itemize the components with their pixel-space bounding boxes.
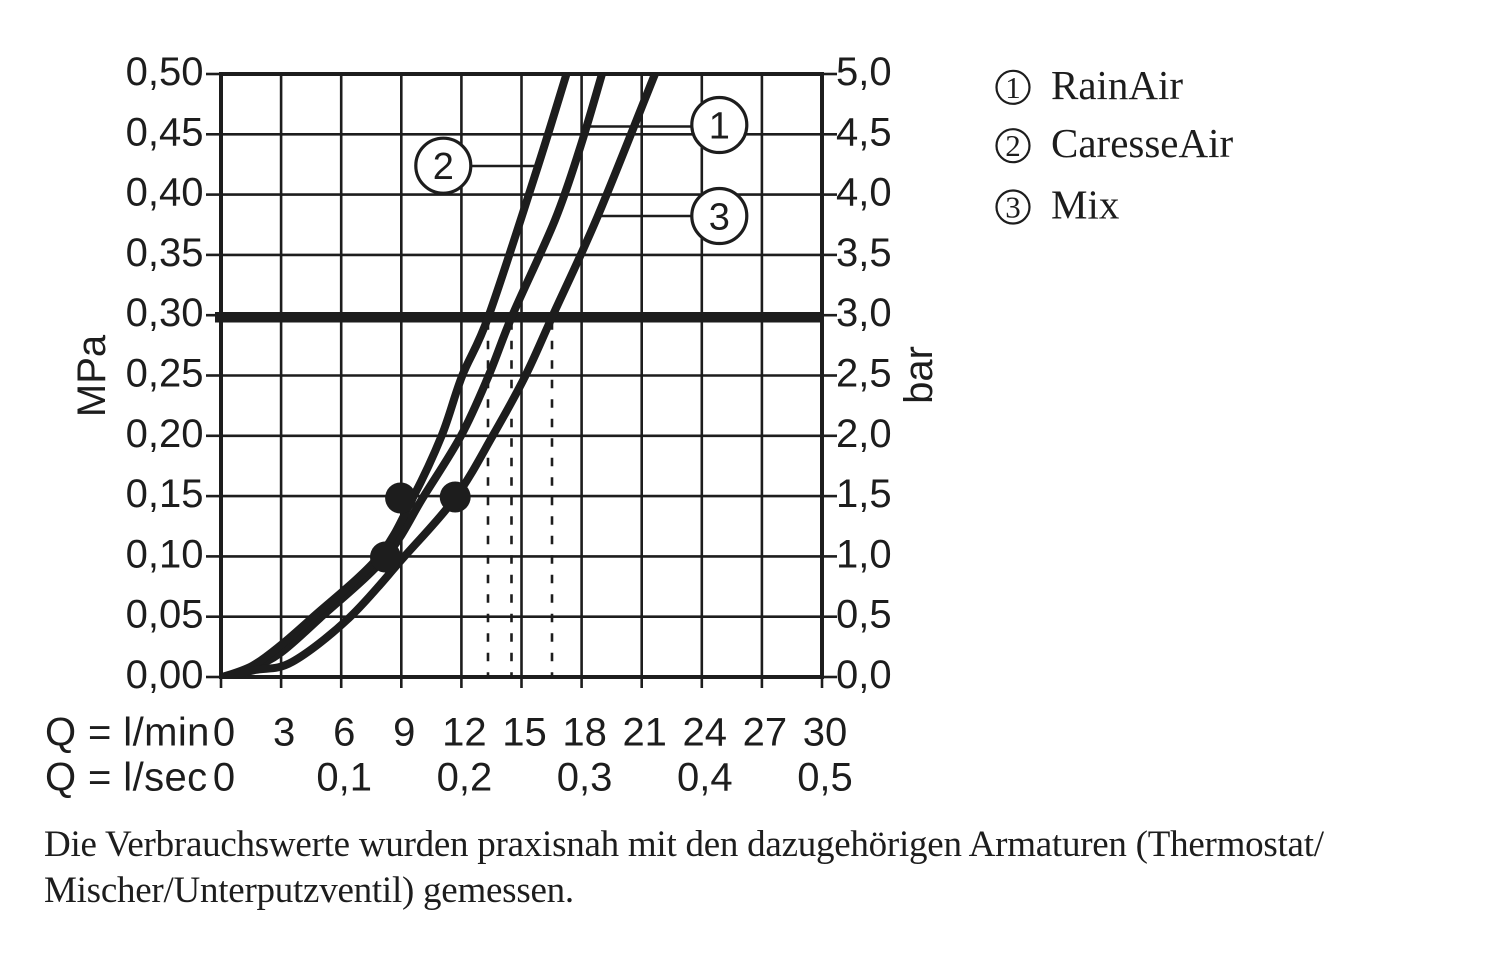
- svg-text:0,35: 0,35: [126, 231, 204, 275]
- svg-text:3,5: 3,5: [836, 231, 892, 275]
- svg-text:18: 18: [562, 711, 607, 755]
- svg-text:0: 0: [213, 756, 235, 800]
- svg-text:1,0: 1,0: [836, 532, 892, 576]
- svg-text:2: 2: [433, 146, 454, 188]
- svg-text:3: 3: [709, 197, 730, 239]
- svg-text:5,0: 5,0: [836, 50, 892, 94]
- svg-text:6: 6: [333, 711, 355, 755]
- svg-text:1: 1: [709, 106, 730, 148]
- svg-text:2,0: 2,0: [836, 412, 892, 456]
- svg-text:Mischer/Unterputzventil) gemes: Mischer/Unterputzventil) gemessen.: [44, 870, 574, 911]
- svg-text:Q = l/sec: Q = l/sec: [45, 756, 208, 800]
- svg-text:RainAir: RainAir: [1051, 62, 1183, 108]
- svg-text:0,5: 0,5: [797, 756, 853, 800]
- svg-text:2,5: 2,5: [836, 352, 892, 396]
- svg-text:0,0: 0,0: [836, 653, 892, 697]
- svg-text:1,5: 1,5: [836, 472, 892, 516]
- svg-text:24: 24: [683, 711, 728, 755]
- svg-text:2: 2: [1005, 128, 1021, 163]
- svg-text:0: 0: [213, 711, 235, 755]
- svg-text:9: 9: [393, 711, 415, 755]
- svg-text:MPa: MPa: [70, 334, 114, 417]
- svg-text:21: 21: [622, 711, 667, 755]
- svg-text:Mix: Mix: [1051, 182, 1119, 228]
- svg-text:0,5: 0,5: [836, 593, 892, 637]
- svg-text:bar: bar: [897, 346, 941, 404]
- svg-text:0,10: 0,10: [126, 532, 204, 576]
- svg-text:0,1: 0,1: [316, 756, 372, 800]
- svg-text:4,0: 4,0: [836, 171, 892, 215]
- svg-text:0,25: 0,25: [126, 352, 204, 396]
- svg-text:0,00: 0,00: [126, 653, 204, 697]
- svg-text:Q = l/min: Q = l/min: [45, 711, 210, 755]
- svg-text:15: 15: [502, 711, 547, 755]
- svg-text:4,5: 4,5: [836, 110, 892, 154]
- svg-text:CaresseAir: CaresseAir: [1051, 120, 1234, 166]
- svg-text:12: 12: [442, 711, 487, 755]
- svg-text:0,05: 0,05: [126, 593, 204, 637]
- svg-text:0,40: 0,40: [126, 171, 204, 215]
- svg-text:3: 3: [273, 711, 295, 755]
- svg-text:0,30: 0,30: [126, 291, 204, 335]
- svg-text:27: 27: [743, 711, 788, 755]
- svg-text:3,0: 3,0: [836, 291, 892, 335]
- svg-text:0,20: 0,20: [126, 412, 204, 456]
- svg-text:3: 3: [1005, 190, 1021, 225]
- svg-text:0,15: 0,15: [126, 472, 204, 516]
- svg-text:30: 30: [803, 711, 848, 755]
- svg-text:0,4: 0,4: [677, 756, 733, 800]
- svg-text:1: 1: [1005, 70, 1021, 105]
- svg-text:0,50: 0,50: [126, 50, 204, 94]
- svg-text:0,45: 0,45: [126, 110, 204, 154]
- svg-text:0,3: 0,3: [557, 756, 613, 800]
- svg-text:0,2: 0,2: [437, 756, 493, 800]
- svg-text:Die Verbrauchswerte wurden pra: Die Verbrauchswerte wurden praxisnah mit…: [44, 824, 1325, 865]
